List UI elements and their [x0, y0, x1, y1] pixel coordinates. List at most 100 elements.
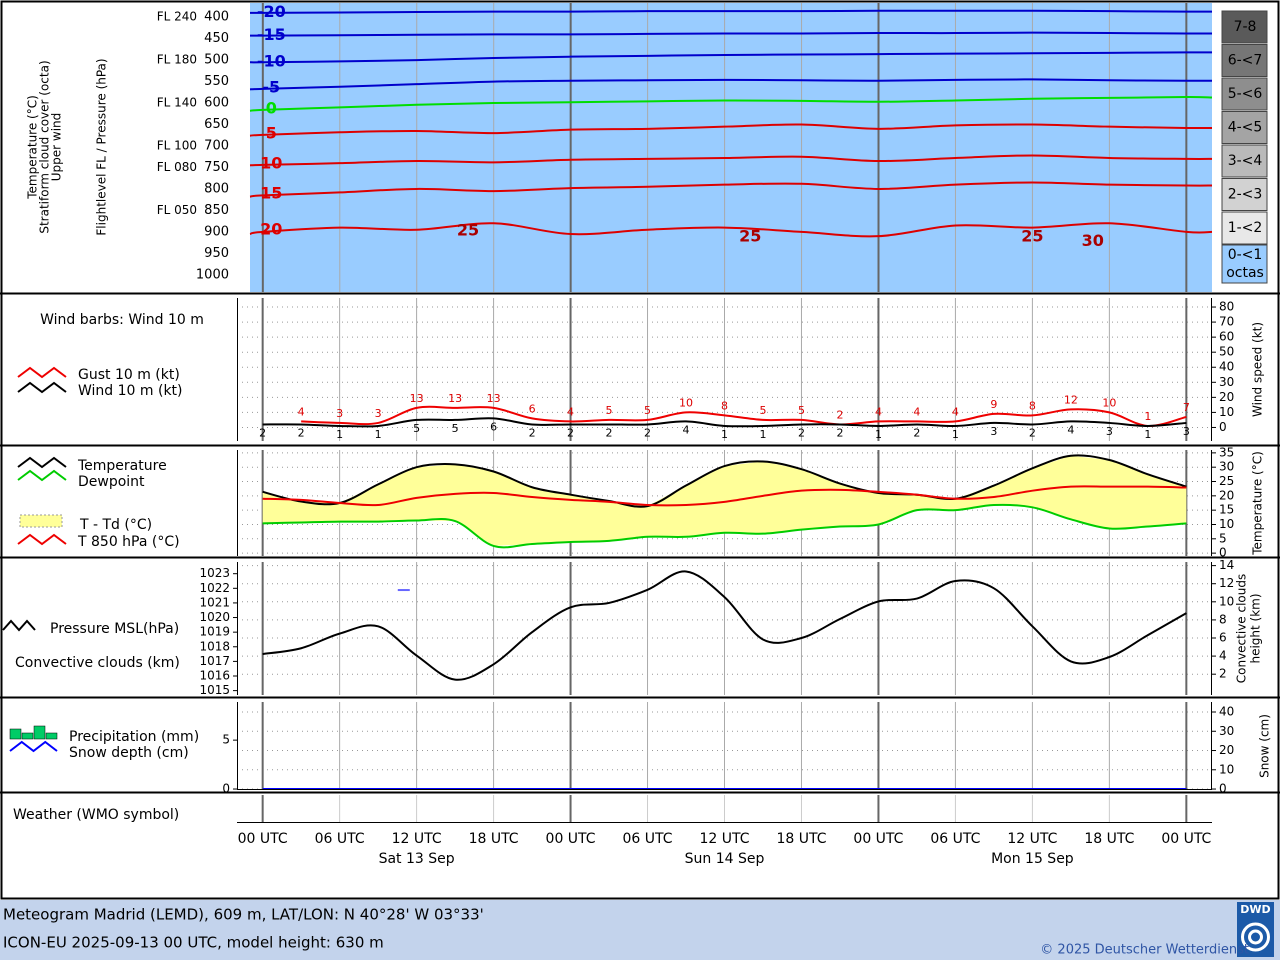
tick-label: 6 [1219, 631, 1227, 645]
value-label: 2 [298, 426, 305, 439]
value-label: 1 [1144, 428, 1151, 441]
logo-spiral [1248, 929, 1263, 945]
tick-label: 5 [1219, 531, 1227, 545]
value-label: 3 [375, 407, 382, 420]
value-label: 3 [1106, 425, 1113, 438]
footer-line2: ICON-EU 2025-09-13 00 UTC, model height:… [3, 934, 384, 952]
tick-label: 0 [1219, 546, 1227, 560]
tick-label: 5 [222, 733, 230, 747]
cloud-legend-label: 0-<1 [1228, 247, 1263, 263]
cloud-legend-box [1221, 10, 1268, 44]
legend-label: T - Td (°C) [79, 517, 152, 533]
tick-label: 1023 [199, 566, 230, 580]
outer-frame [0, 0, 1280, 900]
tick-label: 10 [1219, 517, 1234, 531]
tick-label: 4 [1219, 649, 1227, 663]
x-tick-label: 06 UTC [623, 831, 673, 847]
value-label: 1 [721, 428, 728, 441]
value-label: 2 [529, 426, 536, 439]
value-label: 8 [1029, 399, 1036, 412]
legend-icon [9, 740, 58, 753]
legend-icon [17, 469, 67, 482]
y-tick-label: 800 [204, 181, 229, 196]
value-label: 3 [1183, 425, 1190, 438]
x-tick-label: 12 UTC [699, 831, 749, 847]
tick-label: 1016 [199, 669, 230, 683]
cloud-legend-box [1221, 44, 1268, 77]
y-axis-label: Temperature (°C) [26, 95, 40, 200]
isotherm [249, 181, 1213, 198]
value-label: 13 [448, 392, 462, 405]
legend-icon [19, 514, 63, 528]
footer-band [0, 900, 1280, 960]
value-label: 2 [836, 408, 843, 421]
tick-label: 10 [1219, 762, 1234, 776]
tick-label: 20 [1219, 488, 1234, 502]
isotherm-label: -10 [257, 51, 286, 70]
value-label: 1 [759, 428, 766, 441]
value-label: 4 [567, 405, 574, 418]
legend-label: Temperature [77, 458, 167, 474]
value-label: 3 [336, 407, 343, 420]
legend-icon [33, 725, 46, 740]
series-line [262, 485, 1187, 507]
x-tick-label: 12 UTC [392, 831, 442, 847]
logo-spiral [1241, 922, 1270, 952]
tick-label: 0 [1219, 782, 1227, 796]
y-tick-label: 950 [204, 246, 229, 261]
tick-label: 40 [1219, 360, 1234, 374]
value-label: 5 [413, 422, 420, 435]
y-axis-label: Flightlevel FL / Pressure (hPa) [95, 58, 109, 235]
isotherm [249, 31, 1213, 37]
fl-tick-label: FL 240 [157, 10, 197, 24]
x-tick-label: 06 UTC [930, 831, 980, 847]
isotherm-label: -20 [257, 2, 286, 21]
panel-background [250, 3, 1212, 292]
value-label: 13 [410, 392, 424, 405]
legend-icon [45, 732, 58, 740]
legend-label: Wind 10 m (kt) [78, 383, 183, 399]
value-label: 2 [913, 426, 920, 439]
fl-tick-label: FL 140 [157, 96, 197, 110]
y-tick-label: 450 [204, 31, 229, 46]
cloud-legend-label: 2-<3 [1228, 187, 1263, 203]
footer-line1: Meteogram Madrid (LEMD), 609 m, LAT/LON:… [3, 906, 484, 924]
value-label: 10 [679, 396, 693, 409]
cloud-legend-box [1221, 211, 1268, 245]
x-tick-label: 06 UTC [315, 831, 365, 847]
y-axis-label: Upper wind [50, 113, 64, 182]
isotherm [249, 78, 1213, 91]
value-label: 5 [798, 404, 805, 417]
tick-label: 1020 [199, 610, 230, 624]
y-axis-label: Wind speed (kt) [1251, 322, 1265, 417]
fl-tick-label: FL 050 [157, 203, 197, 217]
value-label: 1 [952, 428, 959, 441]
cloud-legend-label: 3-<4 [1228, 153, 1263, 169]
isotherm-label: 30 [1082, 231, 1104, 250]
value-label: 2 [567, 426, 574, 439]
isotherm [249, 123, 1213, 137]
tick-label: 30 [1219, 460, 1234, 474]
y-tick-label: 400 [204, 10, 229, 25]
cloud-legend-box [1221, 244, 1268, 284]
legend-icon [2, 619, 36, 632]
y-tick-label: 700 [204, 138, 229, 153]
tick-label: 1015 [199, 683, 230, 697]
legend-label: Dewpoint [78, 474, 145, 490]
isotherm-label: 5 [266, 123, 277, 142]
isotherm-label: 15 [260, 184, 282, 203]
value-label: 6 [490, 420, 497, 433]
y2-axis-label: height (km) [1249, 593, 1263, 663]
legend-label: Precipitation (mm) [69, 729, 199, 745]
cloud-legend-box [1221, 111, 1268, 144]
x-tick-label: 12 UTC [1007, 831, 1057, 847]
x-tick-label: 18 UTC [1084, 831, 1134, 847]
value-label: 10 [1102, 396, 1116, 409]
value-label: 5 [644, 404, 651, 417]
isotherm [249, 96, 1213, 112]
value-label: 5 [452, 422, 459, 435]
logo-text: DWD [1240, 903, 1270, 916]
value-label: 1 [1144, 410, 1151, 423]
day-label: Mon 15 Sep [991, 851, 1074, 867]
value-label: 1 [875, 428, 882, 441]
